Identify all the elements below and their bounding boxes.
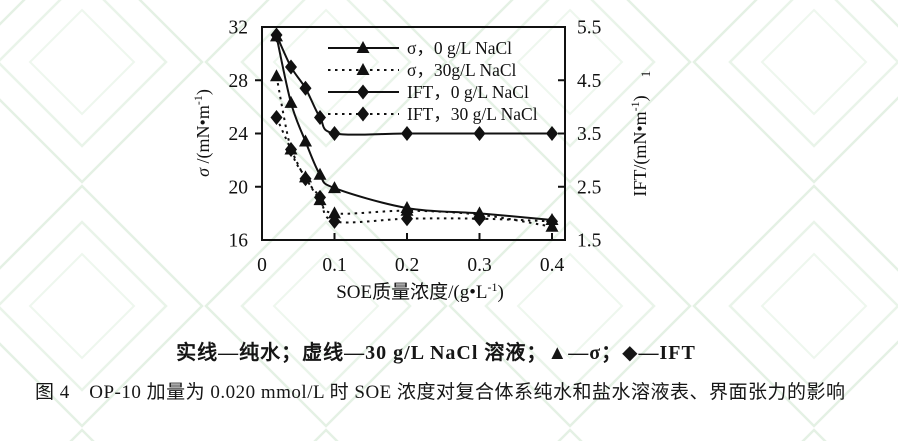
- right-tick-label: 2.5: [577, 177, 601, 198]
- legend-label: IFT，0 g/L NaCl: [407, 82, 529, 102]
- diamond-marker: [401, 211, 413, 227]
- figure-caption: 图 4 OP-10 加量为 0.020 mmol/L 时 SOE 浓度对复合体系…: [35, 382, 846, 403]
- series-2: [270, 27, 558, 141]
- right-axis-stray-exponent: 1: [638, 71, 653, 78]
- axis-titles: σ /(mN•m-1) IFT/(mN•m-1) 1 SOE质量浓度/(g•L-1): [191, 71, 653, 303]
- diamond-marker: [285, 59, 297, 75]
- series-0: [270, 29, 559, 226]
- x-tick-label: 0.4: [540, 255, 565, 276]
- triangle-marker: [313, 167, 327, 180]
- left-tick-label: 16: [229, 231, 249, 252]
- triangle-marker: [284, 95, 298, 108]
- diamond-marker: [546, 126, 558, 141]
- diamond-marker: [328, 213, 341, 229]
- legend-label: IFT，30 g/L NaCl: [407, 104, 538, 124]
- diamond-marker: [328, 126, 341, 141]
- diamond-marker: [401, 126, 413, 141]
- diamond-marker: [314, 110, 326, 126]
- left-tick-label: 32: [229, 18, 249, 39]
- series-3: [270, 110, 558, 229]
- diamond-marker: [299, 80, 312, 96]
- diamond-marker: [270, 27, 283, 43]
- diamond-marker: [473, 126, 486, 141]
- x-tick-label: 0.2: [395, 255, 419, 276]
- legend-label: σ，0 g/L NaCl: [407, 38, 512, 58]
- x-tick-label: 0: [257, 255, 267, 276]
- svg-text:σ /(mN•m-1): σ /(mN•m-1): [191, 89, 214, 177]
- diamond-marker: [299, 171, 312, 187]
- right-tick-label: 5.5: [577, 18, 601, 39]
- diamond-marker: [357, 84, 369, 100]
- triangle-marker: [270, 69, 283, 82]
- right-tick-label: 3.5: [577, 124, 601, 145]
- svg-text:SOE质量浓度/(g•L-1): SOE质量浓度/(g•L-1): [336, 280, 504, 303]
- right-tick-label: 4.5: [577, 71, 601, 92]
- axes: 32 28 24 20 16 5.5 4.5 3.5 2.5 1.5 0 0.1 0.2 0.3 0.4: [229, 18, 602, 277]
- triangle-marker: [400, 203, 414, 216]
- svg-text:IFT/(mN•m-1): IFT/(mN•m-1): [628, 95, 651, 196]
- triangle-marker: [328, 181, 341, 194]
- right-tick-label: 1.5: [577, 231, 601, 252]
- triangle-marker: [356, 41, 370, 53]
- left-tick-label: 20: [229, 177, 249, 198]
- diamond-marker: [357, 106, 369, 122]
- triangle-marker: [328, 206, 341, 219]
- diamond-marker: [314, 189, 326, 205]
- triangle-marker: [299, 134, 312, 147]
- x-tick-label: 0.1: [322, 255, 346, 276]
- left-tick-label: 28: [229, 71, 249, 92]
- x-tick-label: 0.3: [467, 255, 491, 276]
- triangle-marker: [356, 63, 370, 75]
- figure-legend-note: 实线—纯水；虚线—30 g/L NaCl 溶液；▲—σ；◆—IFT: [176, 342, 696, 364]
- legend-label: σ，30g/L NaCl: [407, 60, 517, 80]
- diamond-marker: [270, 110, 283, 126]
- diamond-marker: [285, 141, 297, 157]
- left-tick-label: 24: [229, 124, 249, 145]
- diamond-marker: [473, 211, 486, 227]
- diamond-marker: [546, 213, 558, 229]
